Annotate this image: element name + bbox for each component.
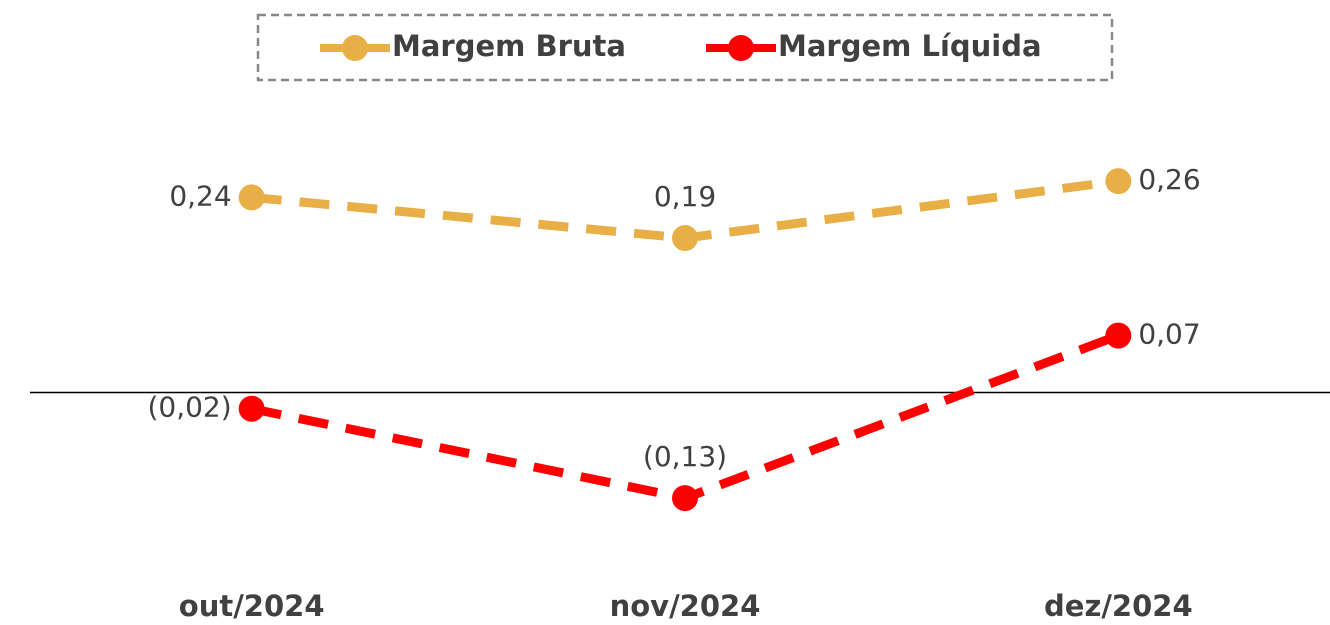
data-label: 0,07 bbox=[1138, 318, 1200, 351]
legend-box bbox=[256, 13, 1114, 82]
point bbox=[672, 485, 698, 512]
data-label: 0,19 bbox=[654, 180, 716, 213]
data-label: 0,26 bbox=[1138, 163, 1200, 196]
data-label: (0,13) bbox=[643, 440, 727, 473]
data-label: (0,02) bbox=[147, 391, 231, 424]
data-label: 0,24 bbox=[169, 179, 231, 212]
point bbox=[238, 395, 265, 422]
legend-label: Margem Bruta bbox=[392, 29, 626, 63]
point bbox=[1105, 322, 1132, 349]
x-tick-label: nov/2024 bbox=[610, 589, 761, 623]
legend-marker bbox=[728, 35, 754, 61]
series-line bbox=[250, 331, 1120, 503]
x-tick-label: out/2024 bbox=[179, 589, 325, 623]
point bbox=[1105, 168, 1132, 195]
point bbox=[238, 184, 265, 211]
point bbox=[672, 225, 698, 252]
legend-label: Margem Líquida bbox=[778, 29, 1042, 63]
legend-marker bbox=[342, 35, 368, 61]
x-tick-label: dez/2024 bbox=[1044, 589, 1193, 623]
